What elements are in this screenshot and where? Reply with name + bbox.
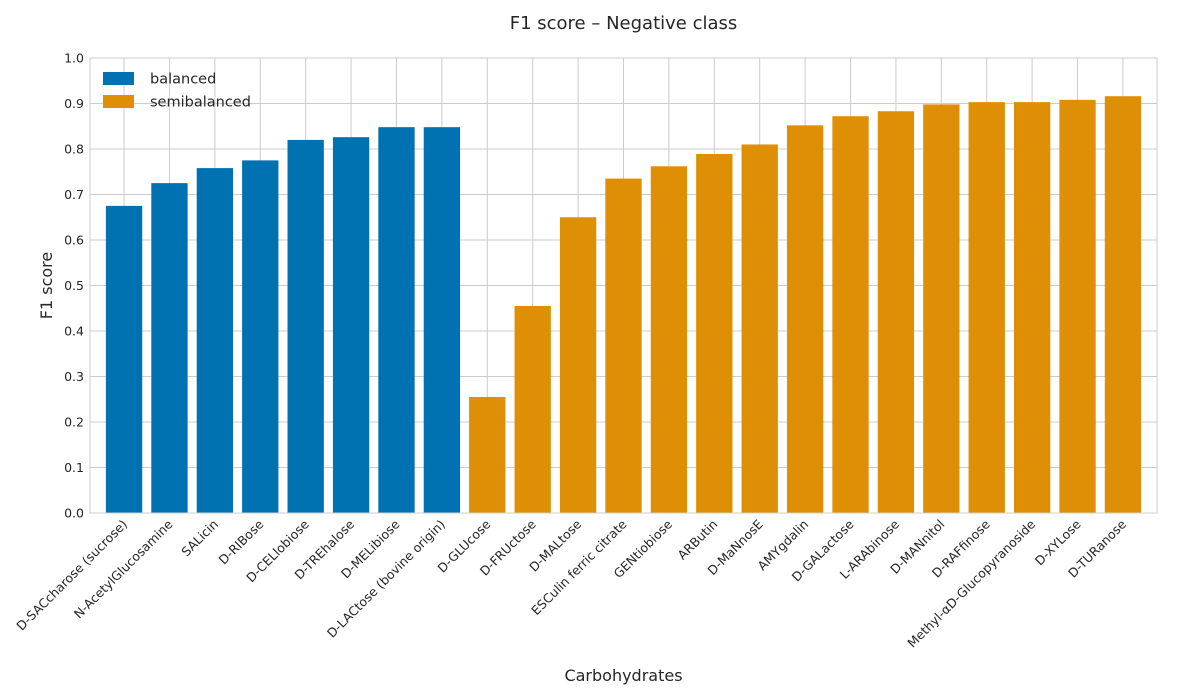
bar	[877, 111, 915, 514]
y-tick-label: 0.3	[64, 369, 84, 384]
y-tick-label: 0.8	[64, 142, 84, 157]
bar	[741, 144, 778, 513]
y-tick-label: 0.0	[64, 506, 84, 521]
legend: balanced semibalanced	[103, 72, 251, 111]
y-tick-label: 1.0	[64, 51, 84, 66]
bar	[968, 102, 1005, 513]
bar	[287, 139, 324, 513]
bar	[332, 137, 370, 514]
bar	[423, 127, 461, 513]
bars	[105, 96, 1142, 514]
chart-title: F1 score – Negative class	[510, 13, 738, 34]
y-tick-label: 0.1	[64, 460, 84, 475]
y-tick-label: 0.5	[64, 278, 84, 293]
y-tick-label: 0.9	[64, 96, 84, 111]
bar	[105, 205, 143, 513]
y-axis-label: F1 score	[37, 252, 56, 319]
x-tick-labels: D-SACcharose (sucrose)N-AcetylGlucosamin…	[13, 516, 1129, 650]
bar	[559, 217, 597, 513]
x-tick-label: ARButin	[674, 517, 720, 563]
bar	[605, 178, 642, 513]
y-tick-label: 0.6	[64, 233, 84, 248]
bar	[1059, 99, 1096, 514]
bar	[196, 168, 234, 514]
bar	[650, 166, 688, 514]
bar	[832, 116, 869, 514]
bar	[696, 154, 733, 513]
bar	[514, 305, 551, 513]
legend-label: balanced	[150, 72, 216, 88]
bar	[1104, 96, 1142, 513]
bar	[1013, 102, 1051, 513]
y-tick-label: 0.7	[64, 187, 84, 202]
bar	[151, 183, 188, 513]
y-tick-label: 0.2	[64, 415, 84, 430]
legend-label: semibalanced	[150, 95, 251, 111]
y-tick-label: 0.4	[64, 324, 84, 339]
legend-swatch	[103, 72, 134, 85]
x-tick-label: SALicin	[178, 517, 221, 560]
x-axis-label: Carbohydrates	[564, 666, 682, 685]
y-tick-labels: 0.0 0.1 0.2 0.3 0.4 0.5 0.6 0.7 0.8 0.9 1.0	[64, 51, 84, 521]
bar	[242, 160, 279, 513]
bar	[378, 127, 415, 513]
legend-swatch	[103, 95, 134, 108]
plot-frame	[89, 57, 1158, 514]
bar	[923, 104, 960, 513]
bar	[786, 125, 824, 513]
bar	[469, 396, 506, 513]
